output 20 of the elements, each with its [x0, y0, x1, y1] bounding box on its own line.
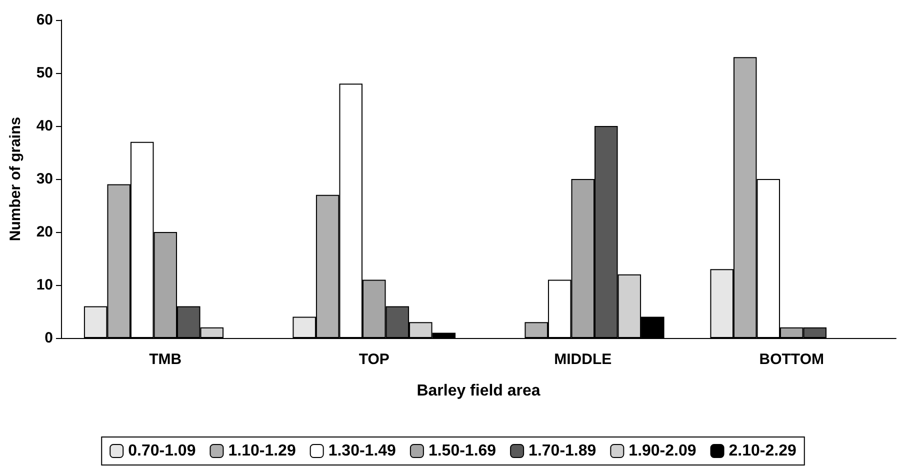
- legend-label: 0.70-1.09: [128, 442, 196, 460]
- legend-label: 1.50-1.69: [428, 442, 496, 460]
- legend-label: 1.90-2.09: [628, 442, 696, 460]
- legend-label: 2.10-2.29: [728, 442, 796, 460]
- y-tick-label: 30: [36, 170, 53, 188]
- y-tick-label: 60: [36, 12, 53, 28]
- y-tick-label: 0: [44, 330, 53, 346]
- legend-label: 1.70-1.89: [528, 442, 596, 460]
- y-axis-title: Number of grains: [7, 116, 24, 242]
- legend-label: 1.30-1.49: [328, 442, 396, 460]
- y-tick-label: 50: [36, 64, 53, 82]
- y-tick-label: 20: [36, 224, 53, 240]
- x-tick-label: MIDDLE: [554, 351, 612, 368]
- x-axis-title: Barley field area: [416, 382, 540, 400]
- x-tick-label: TMB: [149, 351, 182, 368]
- x-tick-label: TOP: [358, 351, 390, 368]
- legend-label: 1.10-1.29: [228, 442, 296, 460]
- x-tick-label: BOTTOM: [759, 351, 824, 368]
- y-tick-label: 10: [36, 276, 53, 294]
- y-tick-label: 40: [36, 118, 53, 134]
